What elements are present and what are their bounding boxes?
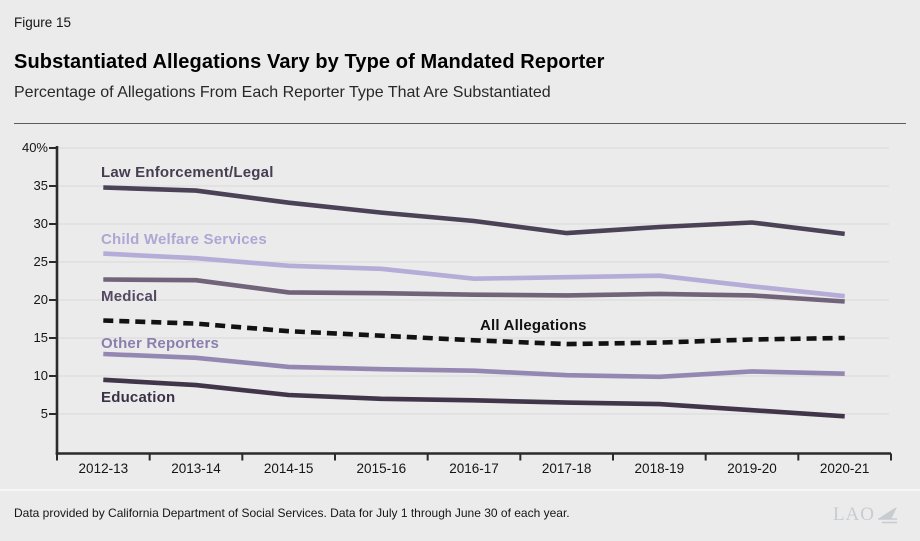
y-tick-label: 30 [33,216,48,231]
quill-icon [878,507,897,524]
x-tick-label: 2017-18 [541,461,592,476]
series-label-all-allegations: All Allegations [480,317,587,334]
y-tick-label: 20 [33,292,48,307]
x-tick-label: 2016-17 [449,461,499,476]
figure-number: Figure 15 [14,15,72,30]
y-tick-label: 40% [21,140,48,155]
footer-divider [0,489,920,491]
x-tick-label: 2019-20 [727,461,777,476]
y-tick-label: 25 [33,254,48,269]
x-tick-label: 2014-15 [263,461,314,476]
series-label-child-welfare-services: Child Welfare Services [101,231,267,248]
y-tick-label: 10 [33,368,48,383]
series-label-education: Education [101,389,176,406]
y-tick-label: 35 [33,178,48,193]
header-divider [14,123,906,124]
x-tick-label: 2018-19 [634,461,685,476]
lao-logo: LAO [833,504,898,526]
lao-logo-text: LAO [832,504,875,525]
chart-subtitle: Percentage of Allegations From Each Repo… [14,84,551,101]
x-tick-label: 2015-16 [356,461,407,476]
y-tick-label: 5 [40,406,48,421]
series-label-medical: Medical [101,288,158,305]
x-tick-label: 2012-13 [78,461,129,476]
chart-title: Substantiated Allegations Vary by Type o… [14,51,605,73]
y-tick-label: 15 [33,330,48,345]
source-note: Data provided by California Department o… [14,506,570,520]
series-label-other-reporters: Other Reporters [101,335,220,352]
x-tick-label: 2013-14 [171,461,221,476]
x-tick-label: 2020-21 [819,461,870,476]
series-label-law-enforcement-legal: Law Enforcement/Legal [101,164,274,181]
